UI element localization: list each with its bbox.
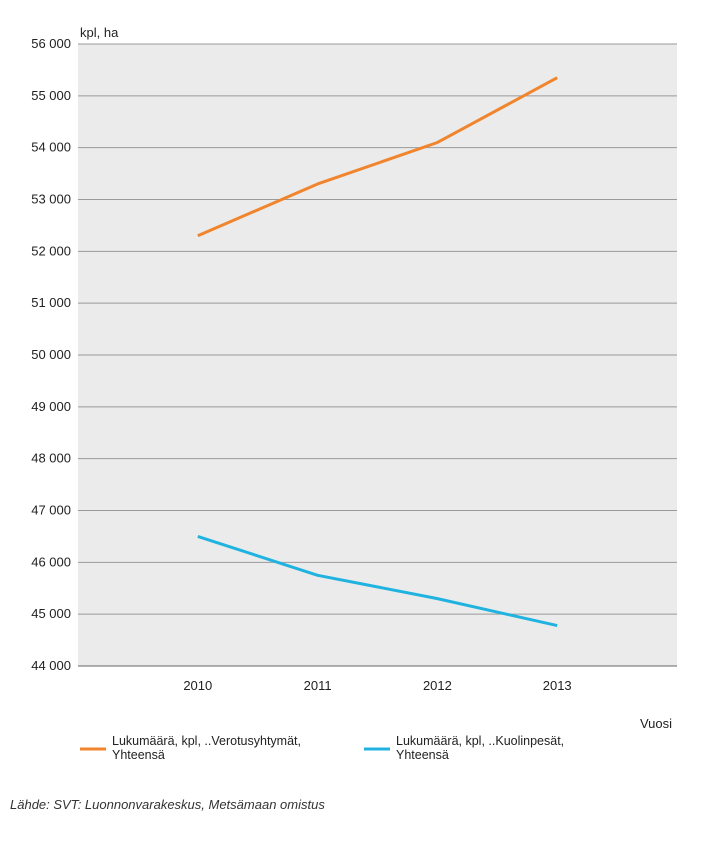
x-tick-label: 2012 <box>423 678 452 693</box>
y-tick-label: 48 000 <box>31 451 71 466</box>
series-line <box>197 76 558 238</box>
x-tick-label: 2010 <box>183 678 212 693</box>
gridlines <box>78 43 677 667</box>
y-tick-label: 49 000 <box>31 399 71 414</box>
y-tick-labels: 44 000 45 000 46 000 47 000 48 000 49 000 50 0… <box>31 36 71 673</box>
y-tick-label: 50 000 <box>31 347 71 362</box>
y-tick-label: 46 000 <box>31 554 71 569</box>
legend-label: Lukumäärä, kpl, ..Verotusyhtymät, <box>112 734 301 748</box>
series-lines <box>197 76 558 628</box>
y-tick-label: 56 000 <box>31 36 71 51</box>
legend-label: Yhteensä <box>112 748 165 762</box>
y-tick-label: 52 000 <box>31 243 71 258</box>
y-tick-label: 44 000 <box>31 658 71 673</box>
y-tick-label: 47 000 <box>31 503 71 518</box>
x-tick-label: 2011 <box>304 678 332 693</box>
x-tick-labels: 2010 2011 2012 2013 <box>183 678 571 693</box>
x-tick-label: 2013 <box>543 678 572 693</box>
y-tick-label: 45 000 <box>31 606 71 621</box>
x-axis-label: Vuosi <box>640 716 672 731</box>
y-tick-label: 55 000 <box>31 88 71 103</box>
y-tick-label: 54 000 <box>31 140 71 155</box>
y-axis-label: kpl, ha <box>80 25 119 40</box>
legend-label: Lukumäärä, kpl, ..Kuolinpesät, <box>396 734 564 748</box>
y-tick-label: 53 000 <box>31 192 71 207</box>
series-line <box>197 534 558 628</box>
y-tick-label: 51 000 <box>31 295 71 310</box>
line-chart: 44 000 45 000 46 000 47 000 48 000 49 000 50 0… <box>31 25 677 762</box>
source-note: Lähde: SVT: Luonnonvarakeskus, Metsämaan… <box>10 797 325 812</box>
legend-label: Yhteensä <box>396 748 449 762</box>
legend: Lukumäärä, kpl, ..Verotusyhtymät,Yhteens… <box>80 734 564 762</box>
